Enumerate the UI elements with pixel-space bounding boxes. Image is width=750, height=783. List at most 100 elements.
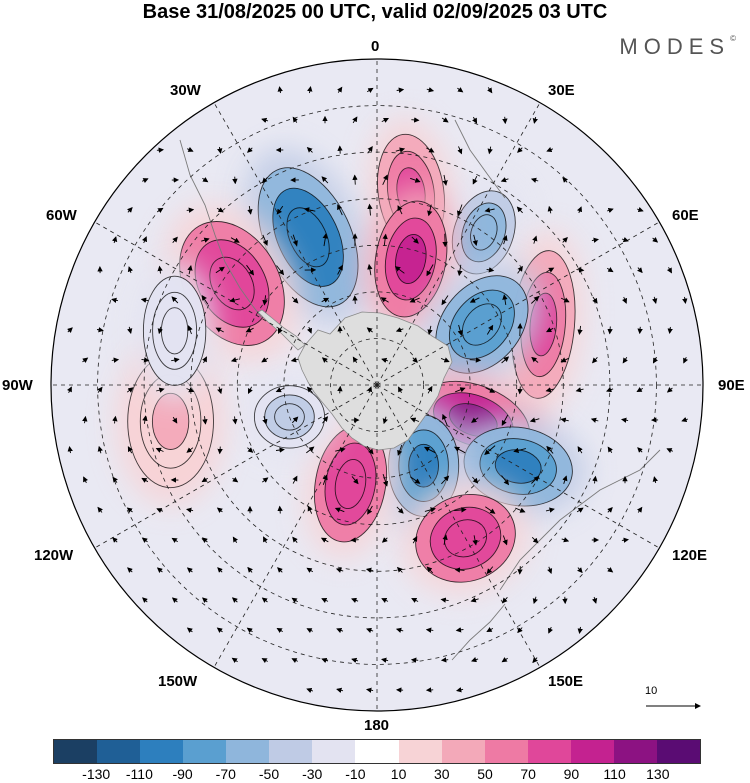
wind-vector [472,234,478,246]
wind-vector [261,117,269,123]
wind-vector [335,567,344,573]
wind-vector [112,236,118,244]
wind-vector [410,177,421,183]
wind-vector [322,233,328,247]
anomaly-center [364,184,457,334]
anomaly-contour-fill [152,393,189,450]
lon-label-90w: 90W [2,377,33,394]
wind-vector [321,657,329,664]
wind-vector [441,475,450,485]
wind-vector [262,295,268,306]
wind-vector [127,326,133,334]
wind-vector [547,205,553,214]
wind-vector [126,387,134,393]
wind-vector [261,357,269,363]
wind-vector [126,507,133,513]
wind-vector [440,357,450,363]
wind-vector [411,117,420,123]
wind-vector [486,267,495,273]
wind-vector [457,146,463,155]
wind-vector [261,597,268,603]
wind-vector [577,567,583,574]
anomaly-center [134,260,215,401]
wind-vector [502,535,508,546]
wind-vector [202,177,209,183]
wind-vector [351,476,359,485]
meridian-line [376,221,660,386]
wind-vector [394,266,405,274]
colorbar-swatch [527,740,571,763]
wind-vector [201,477,208,483]
wind-vector [321,297,330,303]
wind-vector [292,475,298,484]
wind-vector [592,475,598,484]
colorbar-swatch [269,740,313,763]
wind-vector [186,627,193,634]
wind-vector [382,416,388,425]
anomaly-contour-fill [161,307,188,354]
wind-vector [367,145,373,154]
wind-vector [455,627,464,633]
wind-vector [606,387,614,393]
wind-vector [546,445,554,454]
wind-vector [111,357,120,363]
wind-vector [336,627,344,633]
wind-vector [172,416,178,424]
wind-vector [365,567,374,573]
wind-vector [187,325,193,335]
wind-vector [96,327,104,333]
wind-vector [232,536,238,543]
wind-vector [409,297,420,303]
wind-vector [67,327,73,333]
wind-vector [112,476,118,483]
wind-vector [201,237,210,243]
colorbar-swatch [570,740,614,763]
colorbar-swatch [398,740,442,763]
wind-vector [141,537,148,543]
wind-vector [351,657,359,663]
colorbar-tick-label: -130 [82,766,111,782]
wind-vector [560,417,569,423]
latitude-circle [329,337,424,432]
wind-vector [607,507,613,513]
wind-vector [426,87,435,93]
colorbar-tick-label: -70 [215,766,236,782]
latitude-circle [97,105,657,665]
wind-vector [457,204,463,217]
colorbar-tick-label: -50 [258,766,280,782]
wind-vector [381,357,389,363]
wind-vector [97,445,103,454]
wind-vector [454,446,466,454]
wind-vector [454,567,465,573]
wind-vector [232,416,238,425]
lon-label-150w: 150W [158,673,198,690]
streamline [374,200,448,318]
wind-vector [202,416,208,425]
wind-vector [366,386,373,394]
wind-vector [396,506,404,514]
wind-vector [532,596,538,605]
wind-vector [441,295,449,306]
wind-vector [395,327,404,333]
wind-vector [652,296,658,304]
wind-vector [486,627,494,633]
wind-vector [590,417,599,423]
wind-vector [366,627,374,633]
wind-vector [577,325,583,335]
wind-vector [337,86,343,93]
wind-vector [548,626,554,634]
wind-vector [127,266,133,274]
new-zealand-coast [451,603,506,661]
wind-vector [472,176,478,185]
wind-vector [140,297,149,303]
wind-vector [592,357,598,364]
wind-vector [321,598,329,603]
wind-vector [442,174,448,186]
wind-vector [545,387,554,393]
wind-vector [232,176,238,185]
wind-vector [513,447,527,453]
colorbar-swatch [140,740,184,763]
wind-vector [201,537,208,543]
wind-vector [229,297,240,303]
wind-vector [261,658,268,664]
